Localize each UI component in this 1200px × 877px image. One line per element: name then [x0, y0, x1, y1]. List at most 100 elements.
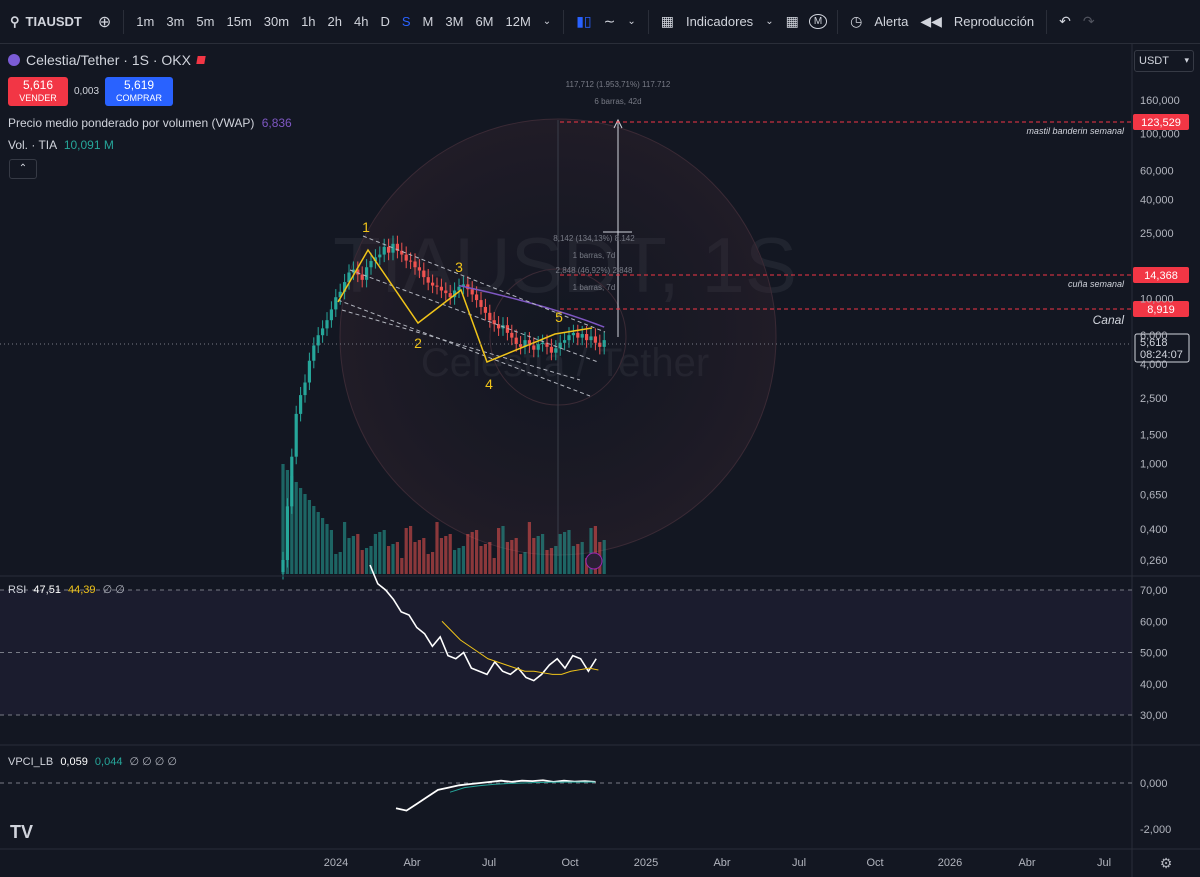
candle-body — [488, 312, 492, 321]
candle-body — [461, 284, 465, 287]
vwap-legend[interactable]: Precio medio ponderado por volumen (VWAP… — [8, 116, 292, 130]
rsi-legend[interactable]: RSI 47,51 44,39 ∅ ∅ — [8, 583, 125, 596]
volume-bar — [483, 544, 487, 574]
undo-icon[interactable]: ↶ — [1059, 13, 1071, 29]
interval-5m[interactable]: 5m — [196, 14, 215, 29]
candles-icon[interactable]: ▮▯ — [576, 13, 592, 29]
lightning-icon — [585, 552, 603, 570]
level-price-badge — [1133, 267, 1189, 283]
top-toolbar: ⚲ TIAUSDT ⊕ 1m 3m 5m 15m 30m 1h 2h 4h D … — [0, 0, 1200, 44]
interval-2h[interactable]: 2h — [327, 14, 342, 29]
sell-price: 5,616 — [22, 78, 54, 92]
candle-body — [378, 254, 382, 258]
sell-label: VENDER — [19, 93, 57, 103]
rsi-tick-label: 50,00 — [1140, 648, 1168, 660]
candle-body — [567, 335, 571, 341]
candle-body — [325, 320, 329, 329]
chevron-down-icon[interactable]: ⌄ — [627, 16, 636, 27]
candle-body — [422, 270, 426, 278]
level-price-badge — [1133, 114, 1189, 130]
interval-D[interactable]: D — [380, 14, 390, 29]
volume-bar — [312, 506, 316, 574]
candle-body — [391, 243, 395, 253]
channel-line — [341, 309, 581, 381]
replay-icon[interactable]: ◀◀ — [920, 13, 942, 29]
candle-body — [514, 337, 518, 345]
compare-add-icon[interactable]: ⊕ — [97, 13, 112, 31]
vpci-legend[interactable]: VPCI_LB 0,059 0,044 ∅ ∅ ∅ ∅ — [8, 755, 177, 768]
level-price: 14,368 — [1144, 270, 1178, 282]
vwap-line — [458, 284, 605, 328]
symbol-search[interactable]: ⚲ TIAUSDT — [0, 14, 92, 30]
buy-button[interactable]: 5,619 COMPRAR — [105, 77, 174, 106]
price-tick-label: 10,000 — [1140, 294, 1174, 306]
separator — [123, 9, 125, 34]
rsi-band — [0, 590, 1132, 715]
volume-bar — [439, 538, 443, 574]
volume-bar — [532, 538, 536, 574]
candle-body — [321, 328, 325, 336]
currency-select[interactable]: USDT ▾ — [1134, 50, 1194, 72]
volume-bar — [404, 528, 408, 574]
candle-body — [387, 246, 391, 253]
wave-label: 3 — [455, 259, 463, 275]
volume-bar — [461, 546, 465, 574]
interval-1h[interactable]: 1h — [301, 14, 316, 29]
candle-body — [536, 344, 540, 350]
time-tick-label: Abr — [1018, 857, 1035, 869]
volume-bar — [409, 526, 413, 574]
candle-body — [338, 291, 342, 298]
volume-legend[interactable]: Vol. · TIA 10,091 M — [8, 138, 114, 152]
collapse-legend-button[interactable]: ⌃ — [9, 159, 37, 179]
interval-M[interactable]: M — [422, 14, 434, 29]
gear-icon[interactable]: ⚙ — [1160, 856, 1173, 872]
candle-body — [334, 297, 338, 310]
layouts-icon[interactable]: ▦ — [785, 13, 799, 29]
candle-body — [382, 246, 386, 255]
buy-label: COMPRAR — [116, 93, 163, 103]
volume-bar — [497, 528, 501, 574]
chevron-down-icon[interactable]: ⌄ — [765, 16, 774, 27]
alert-button[interactable]: Alerta — [874, 14, 909, 29]
last-price: 5,618 — [1140, 337, 1168, 349]
candle-body — [492, 320, 496, 325]
candle-body — [435, 285, 439, 287]
volume-bar — [501, 526, 505, 574]
interval-15m[interactable]: 15m — [226, 14, 252, 29]
interval-4h[interactable]: 4h — [354, 14, 369, 29]
interval-S[interactable]: S — [401, 14, 411, 29]
volume-bar — [299, 488, 303, 574]
bar-countdown: 08:24:07 — [1140, 349, 1183, 361]
indicators-button[interactable]: Indicadores — [685, 14, 754, 29]
alarm-icon[interactable]: ◷ — [850, 13, 863, 29]
volume-bar — [492, 558, 496, 574]
line-chart-icon[interactable]: ∼ — [603, 13, 616, 29]
candle-body — [316, 335, 320, 346]
interval-12M[interactable]: 12M — [505, 14, 531, 29]
interval-30m[interactable]: 30m — [263, 14, 290, 29]
interval-6M[interactable]: 6M — [475, 14, 494, 29]
candle-body — [431, 282, 435, 286]
candle-body — [549, 346, 553, 353]
vwap-value: 6,836 — [261, 116, 292, 130]
sell-button[interactable]: 5,616 VENDER — [8, 77, 68, 106]
rsi-tick-label: 30,00 — [1140, 710, 1168, 722]
interval-3M[interactable]: 3M — [445, 14, 464, 29]
candle-body — [356, 269, 360, 275]
volume-bar — [378, 532, 382, 574]
interval-1m[interactable]: 1m — [136, 14, 155, 29]
replay-button[interactable]: Reproducción — [953, 14, 1035, 29]
interval-3m[interactable]: 3m — [166, 14, 185, 29]
chevron-down-icon[interactable]: ⌄ — [542, 16, 552, 27]
measure-arrow — [613, 118, 623, 129]
redo-icon[interactable]: ↷ — [1082, 13, 1095, 29]
volume-bar — [356, 534, 360, 574]
time-tick-label: 2025 — [634, 857, 658, 869]
indicators-icon[interactable]: ▦ — [660, 13, 674, 29]
m-icon[interactable]: M — [808, 14, 828, 29]
volume-bar — [294, 482, 298, 574]
volume-bar — [395, 542, 399, 574]
rsi-value: 47,51 — [33, 584, 61, 596]
tradingview-logo[interactable]: TV — [10, 822, 34, 842]
